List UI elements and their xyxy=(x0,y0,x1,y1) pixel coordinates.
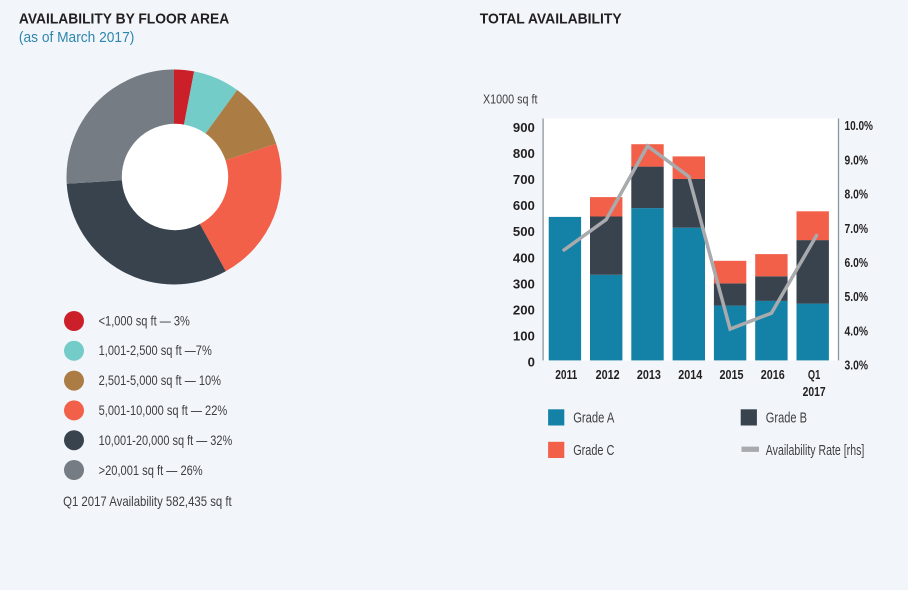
svg-text:0: 0 xyxy=(528,355,535,370)
svg-text:100: 100 xyxy=(513,328,535,343)
svg-text:Availability Rate [rhs]: Availability Rate [rhs] xyxy=(766,443,865,459)
svg-text:5.0%: 5.0% xyxy=(845,289,869,304)
svg-text:Grade C: Grade C xyxy=(573,443,614,459)
svg-text:Grade B: Grade B xyxy=(766,410,807,426)
svg-text:6.0%: 6.0% xyxy=(845,255,869,270)
svg-text:(as of March 2017): (as of March 2017) xyxy=(19,29,134,46)
svg-text:500: 500 xyxy=(513,224,535,239)
svg-text:2011: 2011 xyxy=(555,367,577,382)
svg-text:2016: 2016 xyxy=(761,367,785,382)
svg-text:2012: 2012 xyxy=(596,367,620,382)
svg-text:8.0%: 8.0% xyxy=(845,187,869,202)
svg-text:4.0%: 4.0% xyxy=(845,323,869,338)
svg-text:800: 800 xyxy=(513,146,535,161)
svg-text:2017: 2017 xyxy=(803,384,826,399)
svg-text:200: 200 xyxy=(513,302,535,317)
svg-text:<1,000 sq ft — 3%: <1,000 sq ft — 3% xyxy=(99,313,190,328)
svg-text:Q1: Q1 xyxy=(808,367,820,382)
svg-text:Grade A: Grade A xyxy=(573,410,614,426)
svg-text:10,001-20,000 sq ft — 32%: 10,001-20,000 sq ft — 32% xyxy=(99,433,233,448)
svg-text:2013: 2013 xyxy=(637,367,661,382)
svg-text:1,001-2,500 sq ft —7%: 1,001-2,500 sq ft —7% xyxy=(99,343,212,358)
svg-text:2014: 2014 xyxy=(678,367,703,382)
svg-text:600: 600 xyxy=(513,198,535,213)
svg-text:X1000 sq ft: X1000 sq ft xyxy=(483,92,538,107)
svg-text:3.0%: 3.0% xyxy=(845,358,869,373)
svg-text:400: 400 xyxy=(513,250,535,265)
svg-text:AVAILABILITY BY FLOOR AREA: AVAILABILITY BY FLOOR AREA xyxy=(19,10,229,27)
svg-text:TOTAL AVAILABILITY: TOTAL AVAILABILITY xyxy=(480,11,622,28)
svg-text:2,501-5,000 sq ft — 10%: 2,501-5,000 sq ft — 10% xyxy=(99,373,221,388)
svg-text:700: 700 xyxy=(513,172,535,187)
svg-text:300: 300 xyxy=(513,276,535,291)
svg-text:5,001-10,000 sq ft — 22%: 5,001-10,000 sq ft — 22% xyxy=(99,403,228,418)
svg-text:10.0%: 10.0% xyxy=(845,118,874,133)
svg-text:>20,001 sq ft — 26%: >20,001 sq ft — 26% xyxy=(99,463,203,478)
svg-text:9.0%: 9.0% xyxy=(845,152,869,167)
svg-text:900: 900 xyxy=(513,120,535,135)
svg-text:2015: 2015 xyxy=(720,367,744,382)
svg-text:7.0%: 7.0% xyxy=(845,221,869,236)
svg-text:Q1 2017 Availability 582,435 s: Q1 2017 Availability 582,435 sq ft xyxy=(63,494,232,509)
